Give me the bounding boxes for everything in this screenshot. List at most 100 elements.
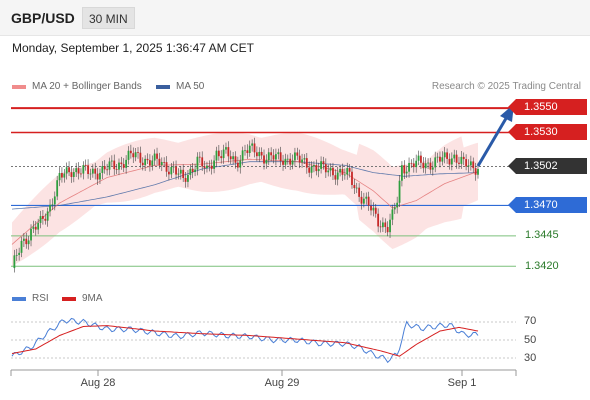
candle-body: [424, 163, 427, 169]
candle-body: [443, 152, 446, 158]
candle-body: [236, 162, 239, 168]
candle-body: [305, 158, 308, 168]
candle-body: [298, 155, 301, 163]
candle-body: [70, 172, 73, 177]
candle-body: [253, 143, 256, 153]
candle-body: [412, 163, 415, 168]
candle-body: [341, 168, 344, 175]
candle-body: [263, 155, 265, 164]
candle-body: [229, 156, 232, 160]
candle-body: [215, 150, 218, 161]
candle-body: [194, 169, 196, 172]
candle-body: [355, 187, 358, 189]
legend-9ma: 9MA: [62, 293, 103, 304]
candle-body: [115, 169, 118, 170]
candles: [13, 137, 479, 273]
candle-body: [296, 152, 299, 156]
chart-header: GBP/USD 30 MIN: [0, 0, 590, 36]
candle-body: [68, 167, 70, 173]
candle-body: [187, 174, 189, 182]
candle-body: [374, 207, 377, 214]
current-price-tag: 1.3502: [508, 158, 587, 174]
candle-body: [203, 166, 206, 169]
candle-body: [80, 173, 82, 175]
candle-body: [120, 162, 123, 165]
rsi-panel: [11, 317, 516, 364]
legend-ma20: MA 20 + Bollinger Bands: [12, 81, 142, 92]
candle-body: [220, 156, 223, 159]
candle-body: [144, 158, 147, 166]
candle-body: [160, 161, 163, 166]
candle-body: [303, 158, 306, 160]
candle-body: [339, 168, 342, 173]
candle-body: [460, 156, 463, 164]
candle-body: [170, 167, 173, 175]
candle-body: [472, 161, 475, 169]
candle-body: [46, 211, 49, 221]
candle-body: [139, 152, 142, 163]
candle-body: [420, 155, 422, 163]
rsi-axis-30: 30: [524, 352, 537, 364]
candle-body: [267, 152, 270, 161]
candle-body: [210, 165, 213, 169]
candle-body: [58, 172, 61, 181]
candle-body: [346, 168, 349, 175]
candle-body: [284, 158, 287, 165]
ma50-line: [11, 161, 479, 210]
candle-body: [61, 172, 63, 178]
candle-body: [279, 152, 282, 161]
candle-body: [137, 152, 139, 153]
candle-body: [213, 160, 215, 169]
candle-body: [22, 238, 25, 241]
candle-body: [415, 160, 418, 168]
candle-body: [474, 168, 477, 175]
candle-body: [429, 162, 432, 170]
candle-body: [225, 147, 227, 150]
rsi-9ma-line: [11, 325, 479, 357]
candle-body: [324, 164, 327, 173]
candle-body: [450, 158, 453, 165]
candle-body: [103, 166, 106, 170]
candle-body: [291, 160, 294, 165]
candle-body: [206, 165, 208, 169]
timeframe-button[interactable]: 30 MIN: [82, 7, 135, 29]
candle-body: [265, 160, 268, 164]
candle-body: [113, 160, 116, 170]
level-tag-r1: 1.3530: [508, 124, 587, 140]
ma20-line: [11, 158, 479, 245]
candle-body: [18, 252, 21, 255]
candle-body: [118, 162, 120, 170]
level-label-s2: 1.3445: [525, 229, 559, 241]
candle-body: [127, 150, 130, 160]
candle-body: [96, 173, 99, 180]
candle-body: [163, 161, 166, 163]
candle-body: [151, 160, 154, 166]
candle-body: [91, 168, 94, 174]
x-label-aug28: Aug 28: [80, 377, 116, 389]
candle-body: [439, 156, 441, 162]
candle-body: [177, 173, 180, 175]
price-levels: [11, 107, 516, 267]
candle-body: [310, 166, 313, 173]
candle-body: [477, 168, 479, 175]
candle-body: [282, 160, 284, 165]
candle-body: [222, 149, 225, 159]
candle-body: [286, 158, 289, 160]
candle-body: [227, 147, 230, 157]
candle-body: [72, 172, 75, 177]
candle-body: [327, 170, 330, 173]
candle-body: [156, 153, 158, 159]
candle-body: [322, 161, 325, 165]
candle-body: [244, 150, 246, 152]
candle-body: [431, 167, 434, 170]
9ma-swatch: [62, 296, 76, 301]
candle-body: [39, 216, 42, 223]
candle-body: [146, 158, 149, 161]
candle-body: [110, 160, 113, 162]
candle-body: [53, 196, 56, 205]
candle-body: [315, 165, 318, 172]
candle-body: [32, 226, 35, 229]
candle-body: [401, 165, 403, 181]
candle-body: [44, 218, 47, 221]
